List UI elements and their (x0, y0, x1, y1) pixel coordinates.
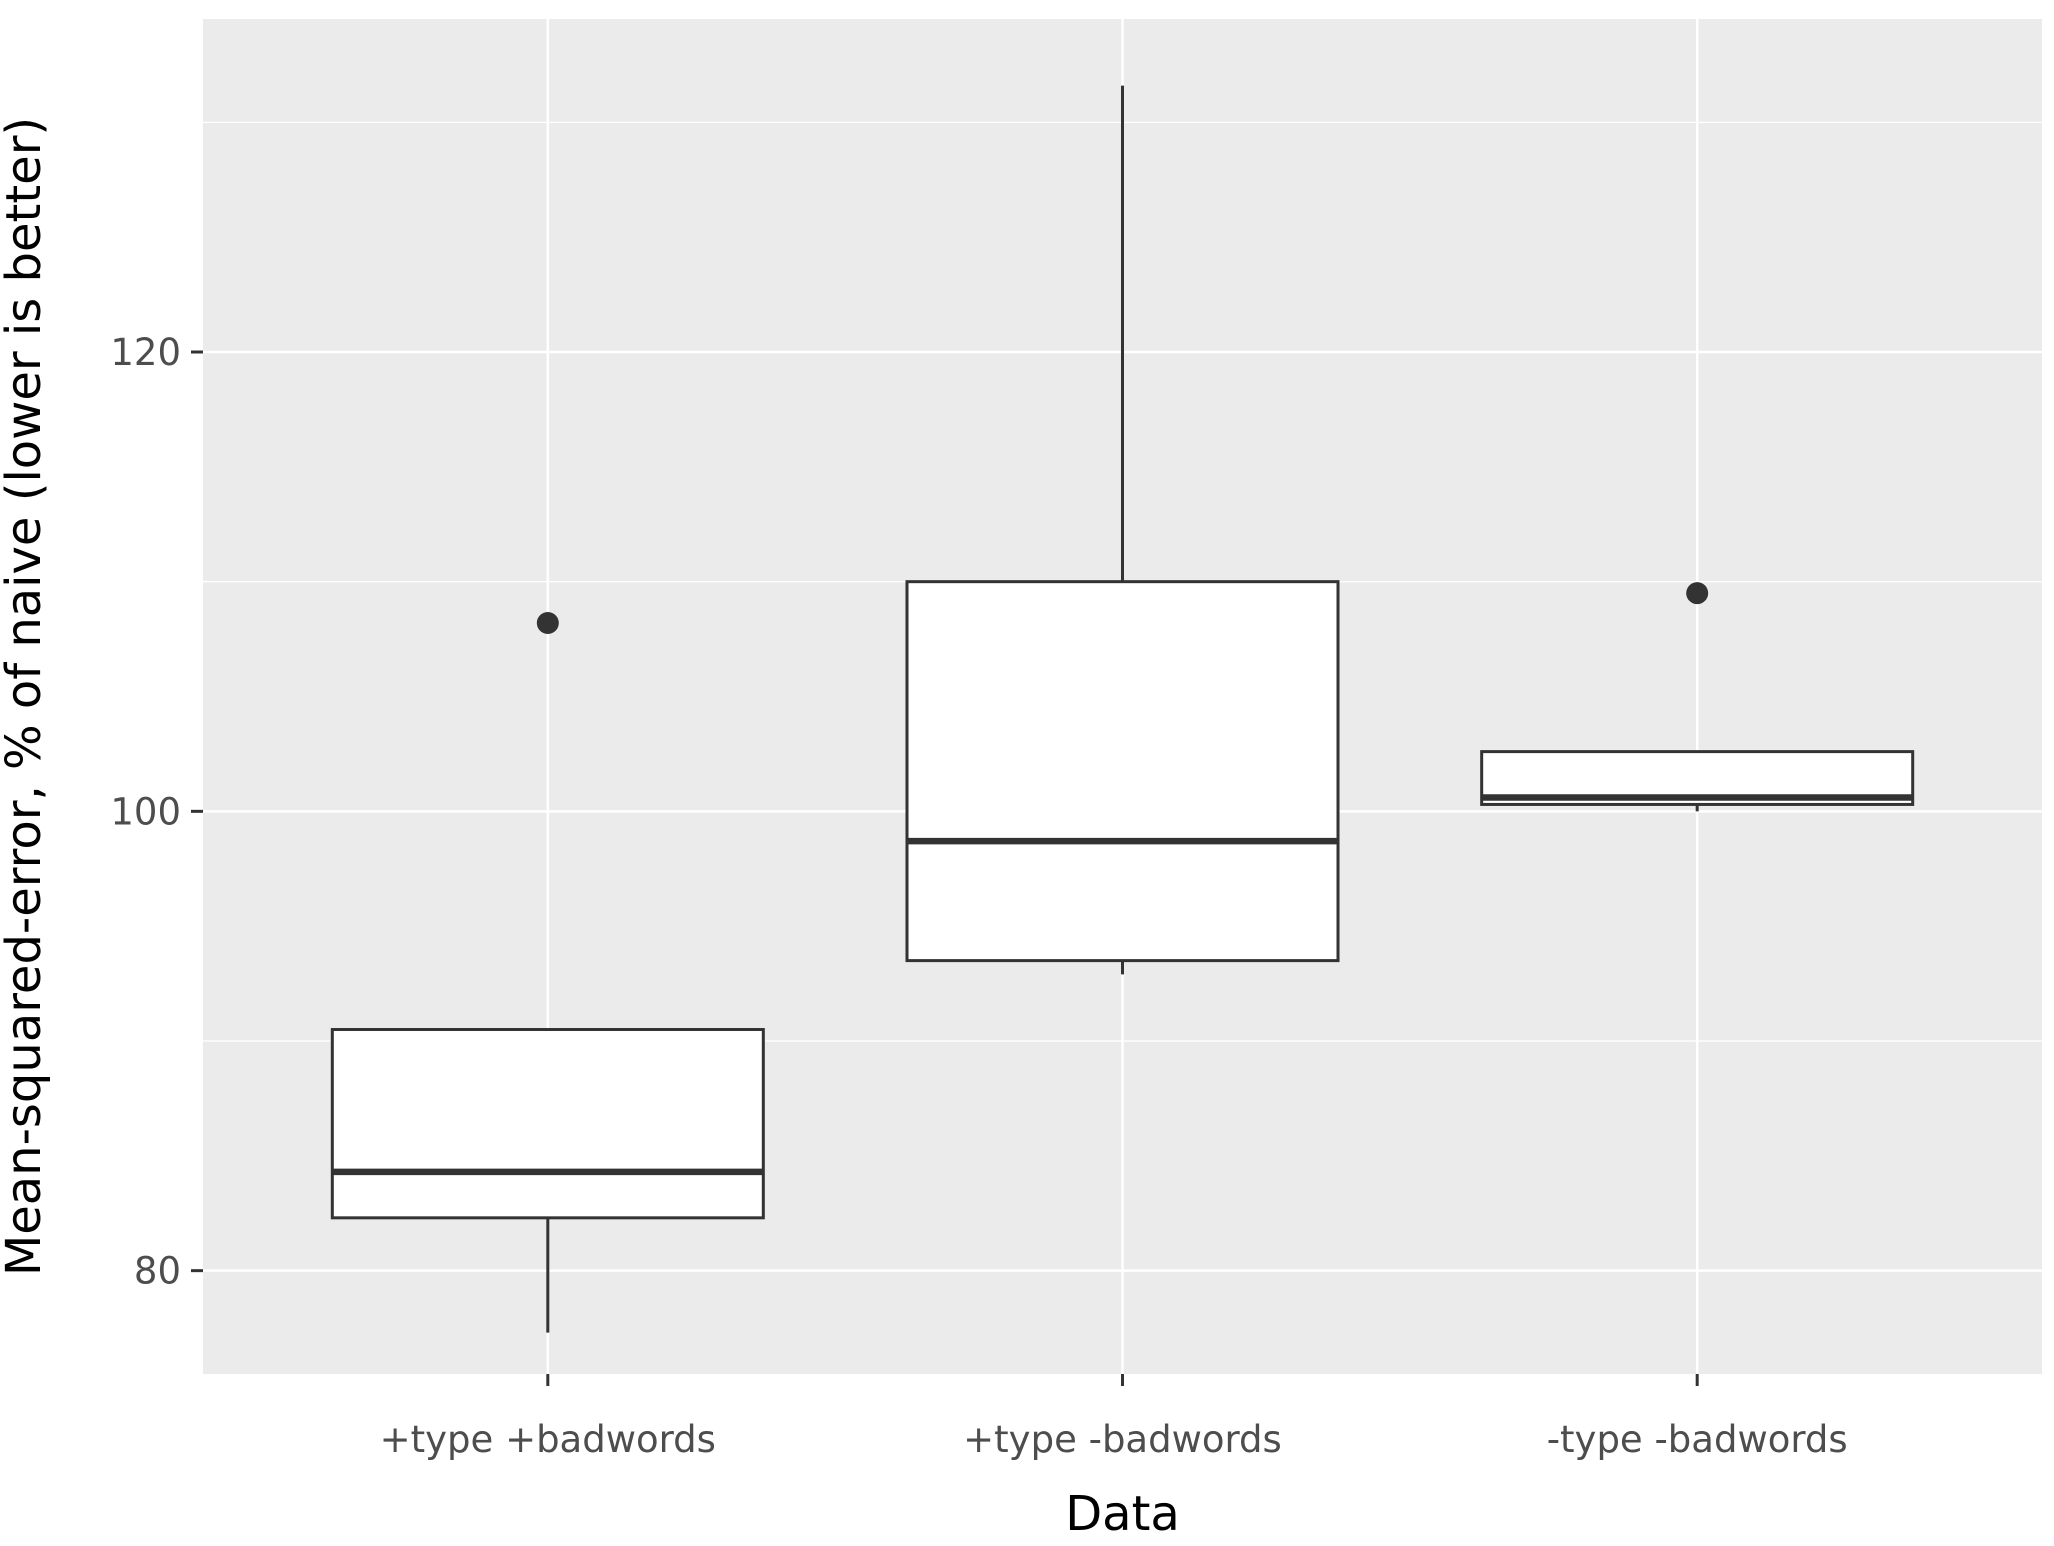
boxplot-group (905, 85, 1340, 975)
box-iqr (905, 580, 1340, 963)
x-axis-title: Data (1065, 1486, 1180, 1542)
outlier-point (1686, 582, 1709, 605)
x-tick-label: +type +badwords (380, 1418, 716, 1461)
box-iqr (330, 1028, 765, 1220)
x-tick-label: -type -badwords (1547, 1418, 1848, 1461)
boxplot-group (1480, 582, 1915, 812)
boxplot-group (330, 612, 765, 1333)
x-tick-label: +type -badwords (963, 1418, 1282, 1461)
x-axis: +type +badwords +type -badwords -type -bad… (380, 1374, 1848, 1461)
boxplot-series (330, 85, 1915, 1333)
outlier-point (536, 612, 559, 635)
y-axis-title: Mean-squared-error, % of naive (lower is… (0, 117, 52, 1276)
y-tick-label: 80 (134, 1250, 181, 1293)
y-tick-label: 100 (110, 790, 181, 833)
y-tick-label: 120 (110, 331, 181, 374)
y-axis: 80 100 120 (110, 331, 203, 1293)
